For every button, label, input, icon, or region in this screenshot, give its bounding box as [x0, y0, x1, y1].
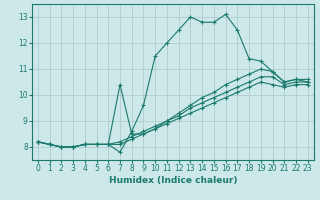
X-axis label: Humidex (Indice chaleur): Humidex (Indice chaleur)	[108, 176, 237, 185]
